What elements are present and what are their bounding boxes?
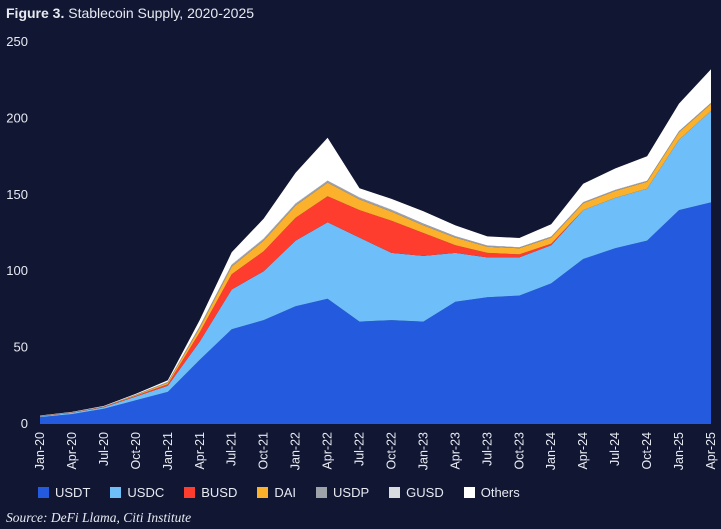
area-usdt xyxy=(40,202,711,424)
legend-item-usdc: USDC xyxy=(110,485,164,500)
legend-swatch xyxy=(257,487,269,498)
x-tick-label: Jan-23 xyxy=(416,432,430,470)
area-layer xyxy=(40,69,711,424)
x-tick-label: Oct-24 xyxy=(640,432,654,470)
x-tick-label: Oct-22 xyxy=(384,432,398,470)
x-axis: Jan-20 Apr-20 Jul-20 Oct-20 Jan-21 Apr-21 Jul-… xyxy=(33,432,718,470)
legend-label: GUSD xyxy=(406,485,444,500)
stacked-area-chart: 0 50 100 150 200 250 Jan-20 Apr-20 Jul-20 Oct-20… xyxy=(6,34,718,470)
x-tick-label: Jan-20 xyxy=(33,432,47,470)
legend-item-usdt: USDT xyxy=(38,485,90,500)
x-tick-label: Apr-22 xyxy=(321,432,335,470)
x-tick-label: Apr-21 xyxy=(193,432,207,470)
legend-item-usdp: USDP xyxy=(316,485,369,500)
legend-swatch xyxy=(38,487,49,498)
x-tick-label: Jul-22 xyxy=(353,432,367,466)
legend-label: USDT xyxy=(55,485,91,500)
x-tick-label: Oct-23 xyxy=(512,432,526,470)
legend-swatch xyxy=(463,487,475,498)
y-tick-label: 100 xyxy=(6,263,28,278)
area-usdc xyxy=(40,110,711,418)
x-tick-label: Oct-20 xyxy=(129,432,143,470)
x-tick-label: Jan-21 xyxy=(161,432,175,470)
x-tick-label: Jul-24 xyxy=(608,432,622,466)
legend-item-dai: DAI xyxy=(257,485,296,500)
legend-label: DAI xyxy=(274,485,297,500)
y-tick-label: 200 xyxy=(6,110,28,125)
source-note: Source: DeFi Llama, Citi Institute xyxy=(6,510,192,525)
x-tick-label: Apr-20 xyxy=(65,432,79,470)
figure-title: Figure 3. Stablecoin Supply, 2020-2025 xyxy=(6,5,254,21)
figure-title-text: Stablecoin Supply, 2020-2025 xyxy=(68,5,255,21)
x-tick-label: Jan-24 xyxy=(544,432,558,470)
legend-item-others: Others xyxy=(463,485,520,500)
y-tick-label: 250 xyxy=(6,34,28,49)
x-tick-label: Jul-21 xyxy=(225,432,239,466)
x-tick-label: Jul-23 xyxy=(480,432,494,466)
x-tick-label: Apr-25 xyxy=(704,432,718,470)
y-axis: 0 50 100 150 200 250 xyxy=(6,34,28,431)
legend-swatch xyxy=(316,487,328,498)
legend-label: Others xyxy=(480,485,520,500)
x-tick-label: Oct-21 xyxy=(257,432,271,470)
x-tick-label: Jan-22 xyxy=(289,432,303,470)
x-tick-label: Jul-20 xyxy=(97,432,111,466)
y-tick-label: 150 xyxy=(6,187,28,202)
x-tick-label: Apr-24 xyxy=(576,432,590,470)
legend: USDT USDC BUSD DAI USDP GUSD Others xyxy=(38,485,540,500)
figure-label: Figure 3. xyxy=(6,5,65,21)
legend-swatch xyxy=(184,487,196,498)
legend-swatch xyxy=(110,487,122,498)
y-tick-label: 50 xyxy=(14,340,28,355)
legend-item-busd: BUSD xyxy=(184,485,237,500)
x-tick-label: Apr-23 xyxy=(448,432,462,470)
legend-label: USDC xyxy=(127,485,165,500)
legend-label: USDP xyxy=(333,485,370,500)
legend-item-gusd: GUSD xyxy=(389,485,444,500)
legend-swatch xyxy=(389,487,401,498)
legend-label: BUSD xyxy=(201,485,238,500)
x-tick-label: Jan-25 xyxy=(672,432,686,470)
y-tick-label: 0 xyxy=(21,416,28,431)
